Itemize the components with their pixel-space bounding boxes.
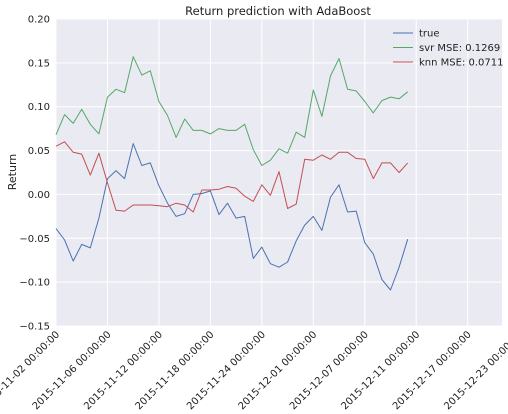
y-tick-label: 0.05: [28, 146, 50, 157]
legend-label-2: svr MSE: 0.1269: [419, 43, 500, 54]
series-line-2: [55, 56, 409, 166]
y-tick-label: 0.20: [28, 15, 50, 26]
y-tick-label: −0.10: [19, 278, 50, 289]
legend-label-3: knn MSE: 0.0711: [419, 58, 503, 69]
series-lines: [55, 56, 409, 291]
y-axis-ticks: −0.15 −0.10 −0.05 0.00 0.05 0.10 0.15 0.20: [19, 15, 50, 333]
chart-title: Return prediction with AdaBoost: [185, 4, 371, 18]
series-line-1: [55, 143, 409, 291]
x-tick-label: 2015-11-02 00:00:00: [0, 329, 62, 412]
y-tick-label: 0.00: [28, 190, 50, 201]
grid: [55, 18, 502, 327]
y-tick-label: −0.15: [19, 322, 50, 333]
legend-label-1: true: [419, 29, 440, 40]
series-line-3: [55, 141, 409, 213]
y-axis-label: Return: [6, 154, 19, 191]
y-tick-label: 0.10: [28, 102, 50, 113]
y-tick-label: −0.05: [19, 234, 50, 245]
y-tick-label: 0.15: [28, 58, 50, 69]
legend: true svr MSE: 0.1269 knn MSE: 0.0711: [393, 29, 503, 69]
